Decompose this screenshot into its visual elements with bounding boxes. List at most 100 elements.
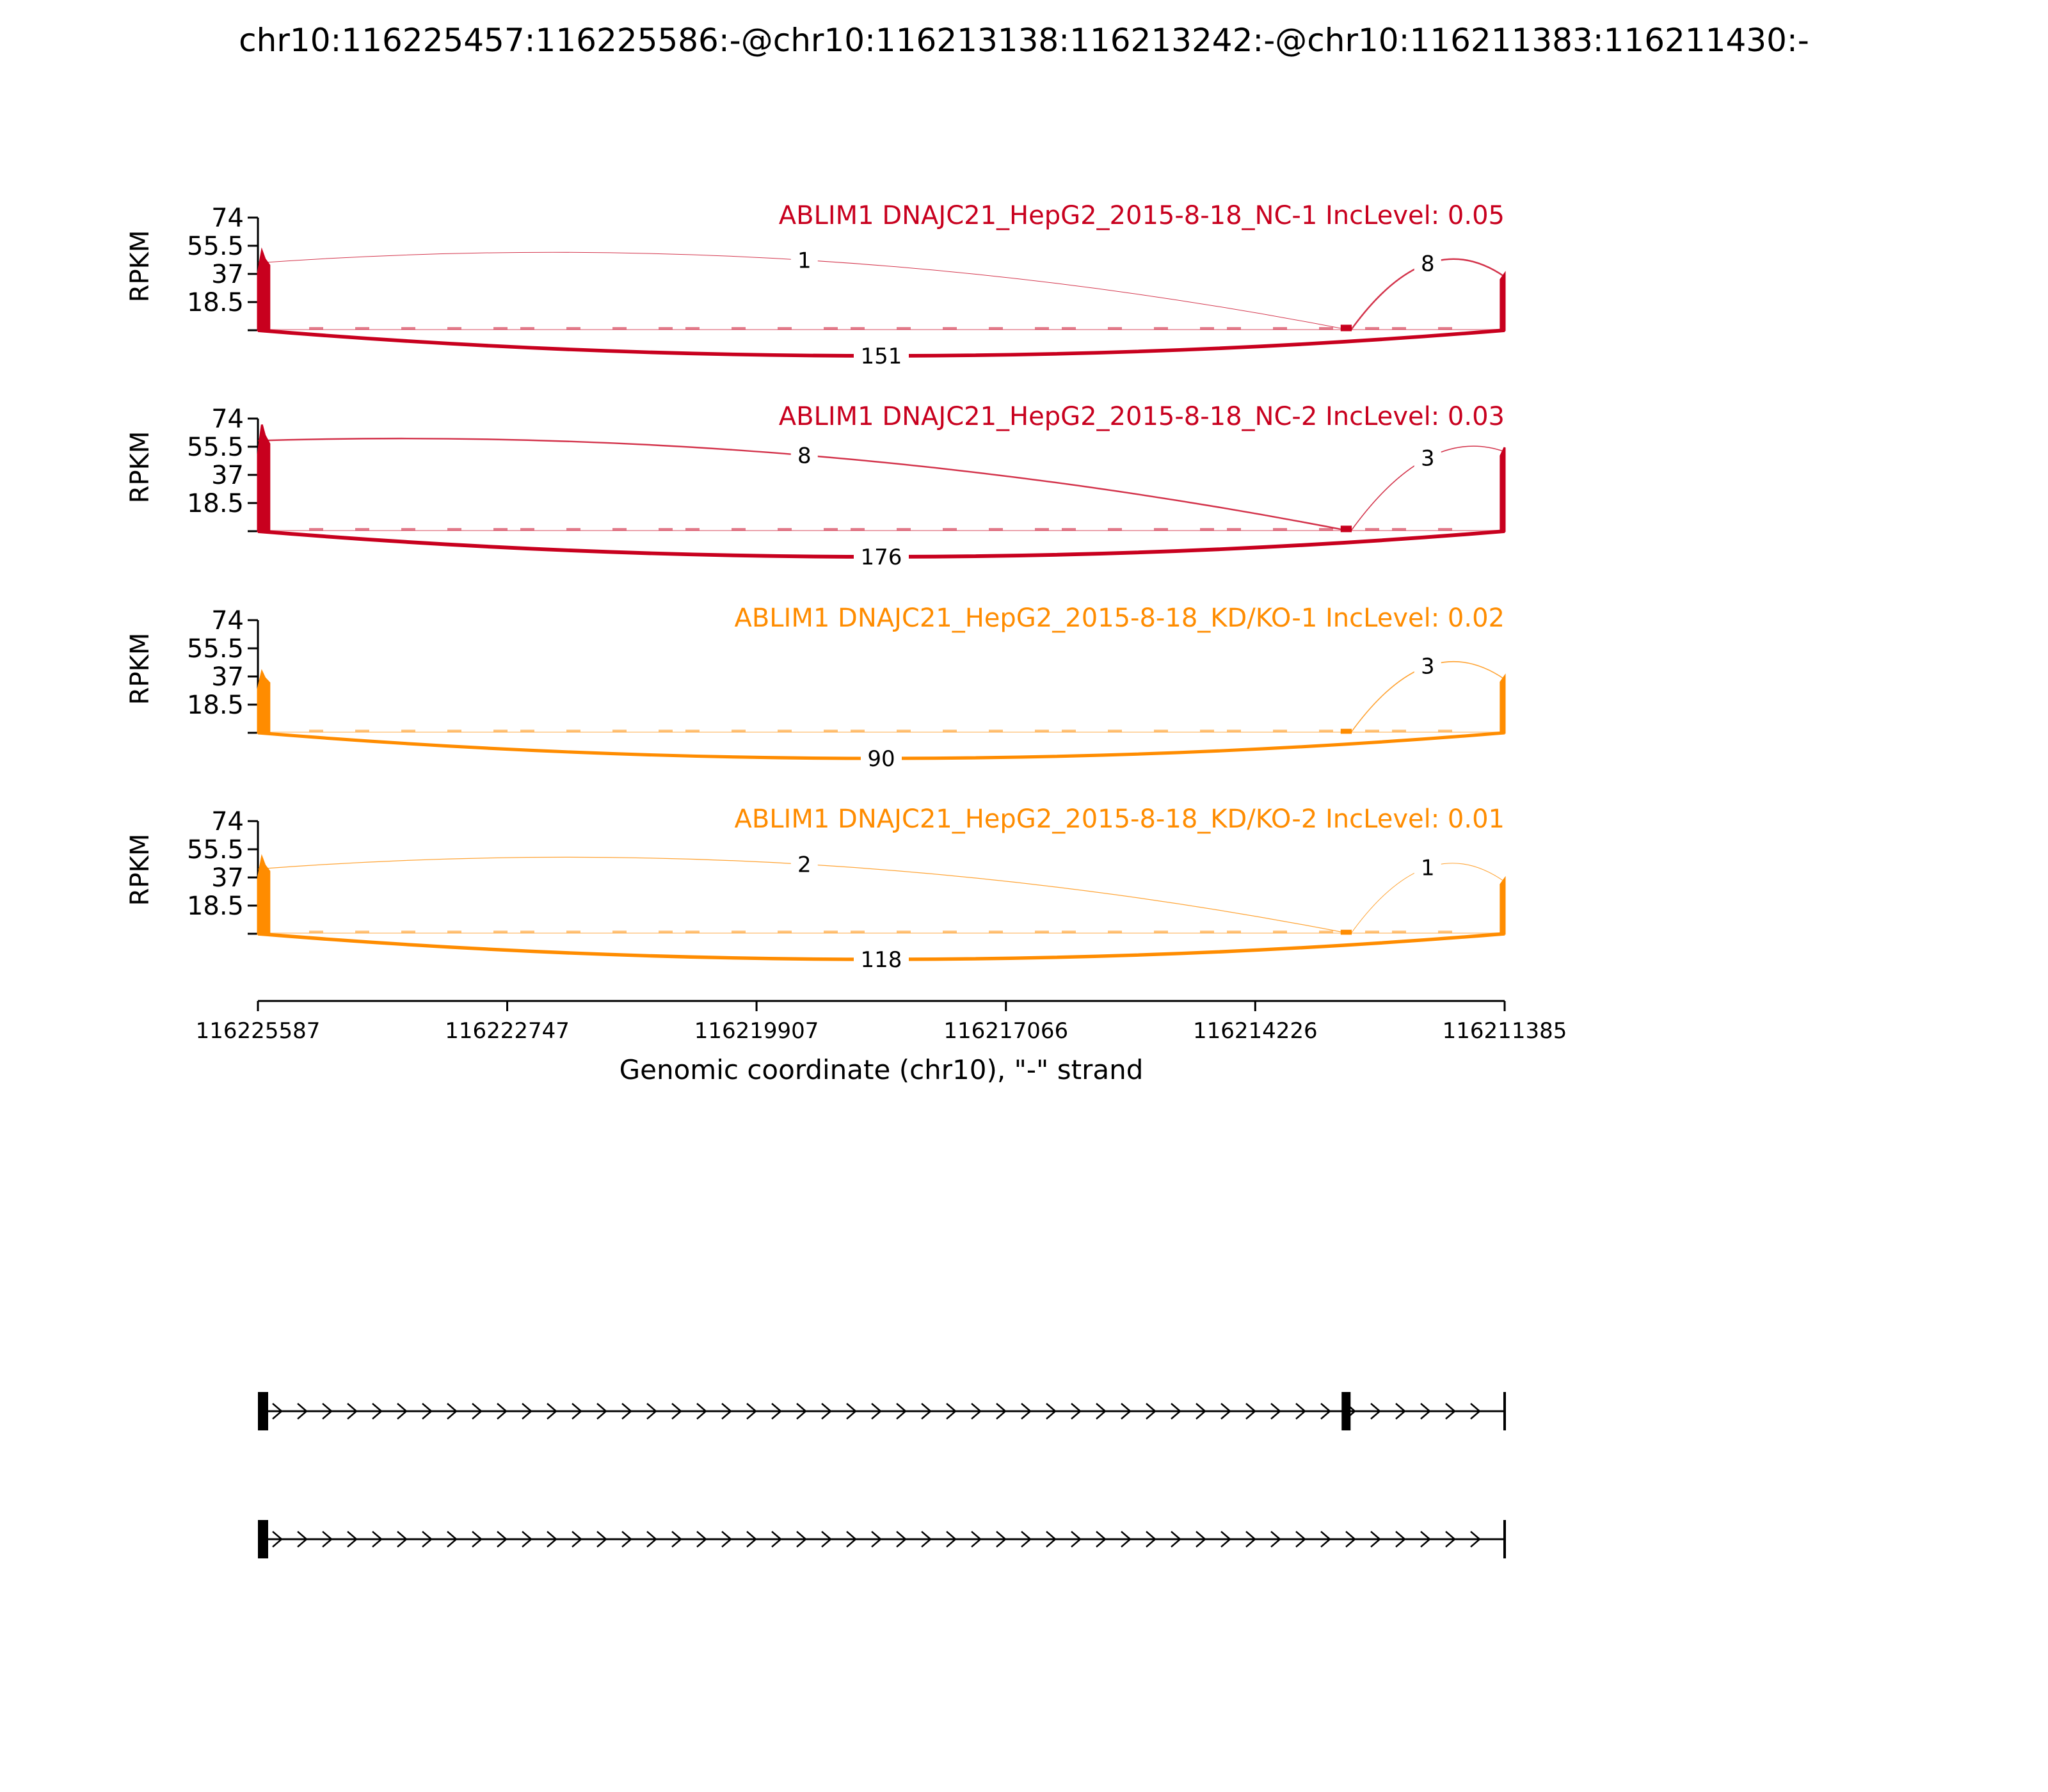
junction-count: 1	[797, 248, 812, 273]
junction-count-bg	[854, 947, 909, 972]
coverage-bump	[943, 730, 957, 732]
coverage-bump	[355, 931, 369, 933]
junction-count: 151	[861, 344, 902, 369]
coverage-bump	[1062, 730, 1076, 732]
strand-arrow	[646, 1403, 657, 1420]
strand-arrow	[372, 1403, 383, 1420]
coverage-bump	[1273, 327, 1287, 330]
coverage-bump	[897, 327, 911, 330]
strand-arrow	[1046, 1403, 1057, 1420]
y-tick-label: 18.5	[187, 489, 244, 518]
y-tick-label: 37	[211, 260, 244, 289]
strand-arrow	[397, 1531, 408, 1548]
coverage-bump	[824, 528, 838, 531]
coverage-bump	[897, 528, 911, 531]
coverage-bump	[989, 730, 1003, 732]
coverage-bump	[493, 327, 508, 330]
coverage-bump	[1392, 528, 1406, 531]
exon-block	[258, 1520, 268, 1558]
junction-count-bg	[861, 746, 902, 771]
y-tick-label: 74	[211, 404, 244, 434]
strand-arrow	[671, 1403, 682, 1420]
coverage-bump	[943, 528, 957, 531]
coverage-bump	[824, 327, 838, 330]
y-tick-label: 37	[211, 461, 244, 490]
x-tick-label: 116219907	[694, 1018, 819, 1044]
coverage-bump	[778, 528, 792, 531]
coverage-bump	[612, 327, 627, 330]
coverage-bump	[1200, 730, 1214, 732]
strand-arrow	[1196, 1531, 1206, 1548]
strand-arrow	[1171, 1403, 1181, 1420]
strand-arrow	[297, 1403, 308, 1420]
coverage-bump	[355, 730, 369, 732]
coverage-bump	[447, 528, 461, 531]
strand-arrow	[846, 1403, 857, 1420]
y-axis-label: RPKM	[125, 633, 155, 705]
y-tick-label: 18.5	[187, 691, 244, 720]
strand-arrow	[1470, 1531, 1481, 1548]
strand-arrow	[472, 1531, 483, 1548]
coverage-bump	[1365, 730, 1379, 732]
strand-arrow	[871, 1403, 882, 1420]
coverage-bump	[355, 327, 369, 330]
coverage-bump	[685, 327, 700, 330]
coverage-bump	[1319, 730, 1333, 732]
y-tick-label: 18.5	[187, 288, 244, 317]
strand-arrow	[946, 1531, 957, 1548]
isoform-track-1	[258, 1392, 1506, 1430]
coverage-bump	[1108, 730, 1122, 732]
strand-arrow	[572, 1403, 582, 1420]
junction-count-bg	[854, 544, 909, 570]
coverage-bump	[1227, 730, 1241, 732]
y-axis-label: RPKM	[125, 834, 155, 906]
junction-count: 118	[861, 947, 902, 973]
strand-arrow	[1295, 1531, 1306, 1548]
y-tick-label: 37	[211, 662, 244, 692]
exon-coverage	[1500, 271, 1506, 332]
coverage-bump	[1273, 730, 1287, 732]
strand-arrow	[1146, 1403, 1156, 1420]
strand-arrow	[1021, 1531, 1032, 1548]
y-tick-label: 55.5	[187, 835, 244, 865]
strand-arrow	[721, 1531, 732, 1548]
strand-arrow	[422, 1403, 433, 1420]
coverage-bump	[1035, 528, 1049, 531]
y-axis-label: RPKM	[125, 230, 155, 303]
coverage-bump	[851, 931, 865, 933]
strand-arrow	[746, 1531, 757, 1548]
isoform-tracks	[258, 1392, 1506, 1558]
coverage-bump	[520, 931, 534, 933]
strand-arrow	[1295, 1403, 1306, 1420]
strand-arrow	[547, 1403, 557, 1420]
coverage-bump	[493, 528, 508, 531]
strand-arrow	[1220, 1403, 1231, 1420]
coverage-bump	[659, 931, 673, 933]
coverage-bump	[309, 327, 323, 330]
sample-label: ABLIM1 DNAJC21_HepG2_2015-8-18_KD/KO-1 I…	[734, 604, 1505, 633]
coverage-bump	[1108, 327, 1122, 330]
strand-arrow	[1071, 1531, 1082, 1548]
coverage-bump	[897, 931, 911, 933]
coverage-bump	[566, 327, 580, 330]
junction-count: 1	[1421, 855, 1435, 881]
coverage-bump	[447, 931, 461, 933]
x-tick-label: 116211385	[1443, 1018, 1567, 1044]
coverage-bump	[493, 730, 508, 732]
strand-arrow	[1096, 1403, 1107, 1420]
coverage-bump	[1154, 528, 1168, 531]
x-axis: 116225587 116222747 116219907 116217066 1162…	[196, 1000, 1567, 1085]
coverage-bump	[778, 327, 792, 330]
strand-arrow	[272, 1531, 283, 1548]
coverage-bump	[1200, 931, 1214, 933]
strand-arrow	[896, 1403, 907, 1420]
strand-arrow	[497, 1531, 508, 1548]
strand-arrow	[771, 1403, 782, 1420]
strand-arrow	[721, 1403, 732, 1420]
coverage-bump	[943, 327, 957, 330]
strand-arrow	[1395, 1403, 1406, 1420]
